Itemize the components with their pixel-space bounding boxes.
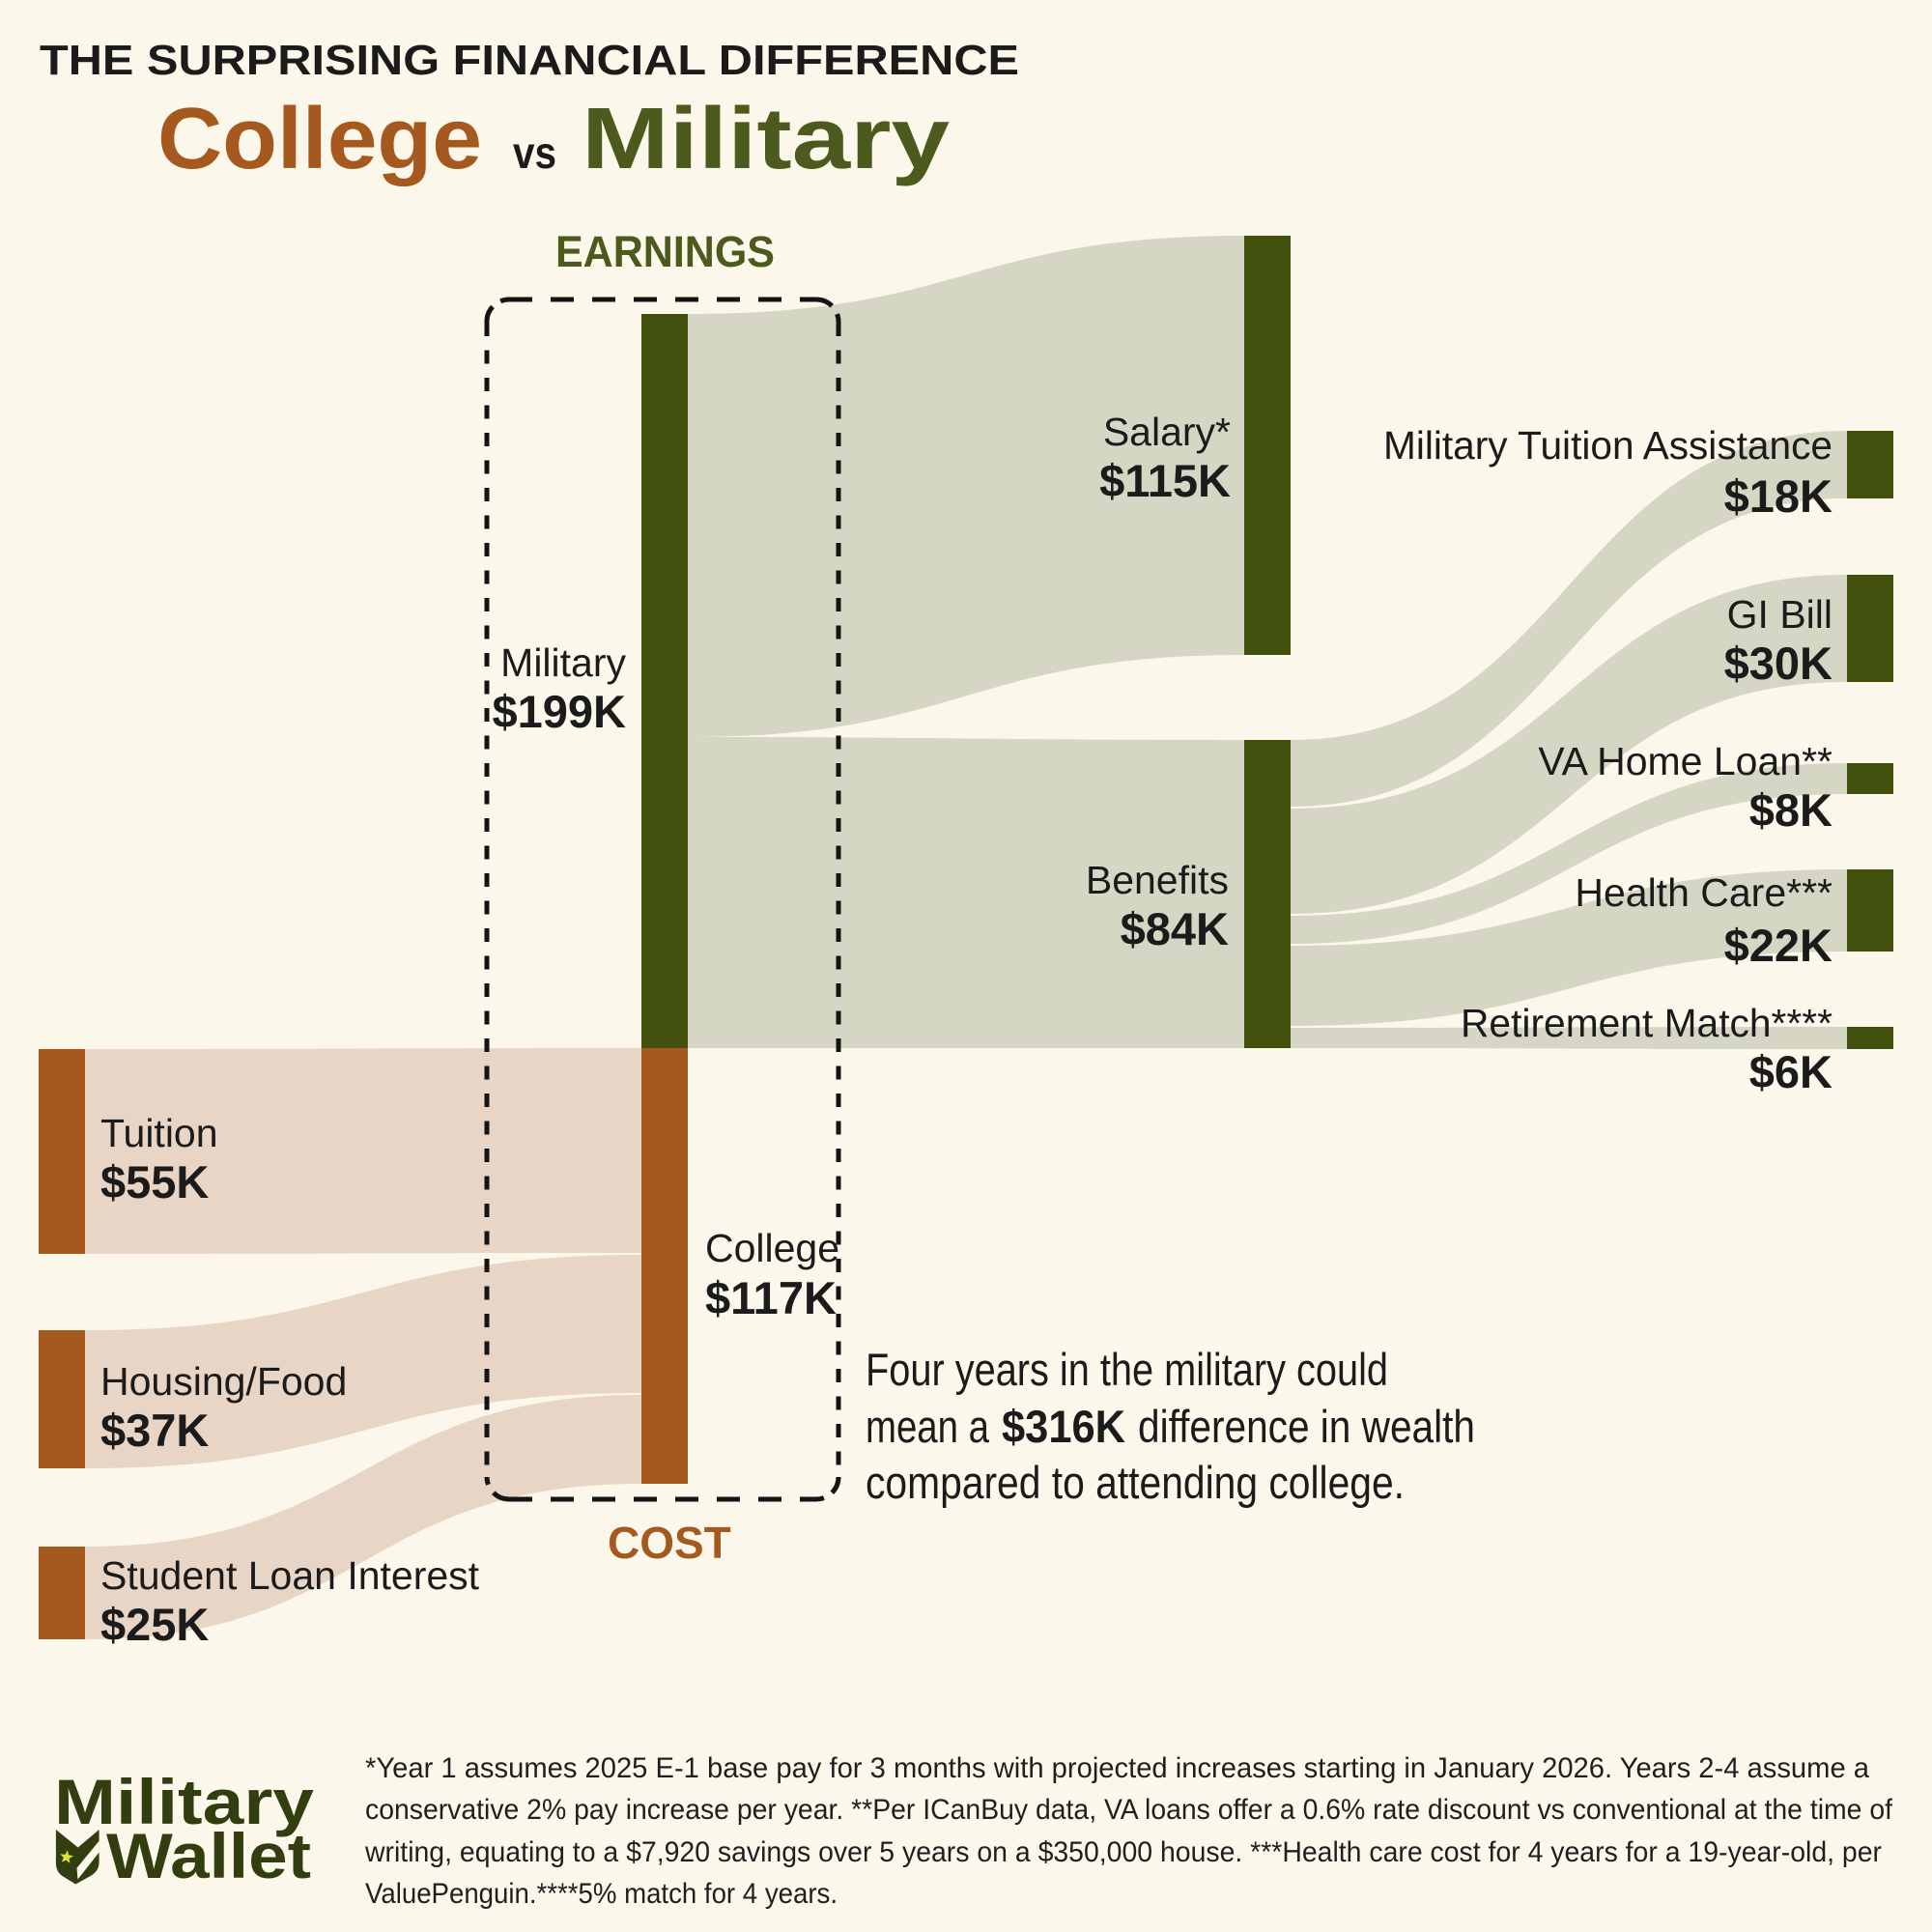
svg-text:compared to attending college.: compared to attending college.: [866, 1457, 1405, 1508]
svg-text:VA Home Loan**: VA Home Loan**: [1538, 739, 1833, 783]
svg-text:Military Tuition Assistance: Military Tuition Assistance: [1383, 423, 1833, 468]
svg-text:$117K: $117K: [705, 1272, 837, 1323]
svg-text:$8K: $8K: [1749, 784, 1833, 836]
svg-text:writing, equating to a $7,920: writing, equating to a $7,920 savings ov…: [364, 1836, 1882, 1868]
svg-text:Wallet: Wallet: [106, 1820, 311, 1891]
svg-text:Retirement Match****: Retirement Match****: [1461, 1001, 1833, 1045]
svg-text:COST: COST: [608, 1518, 731, 1568]
svg-text:$199K: $199K: [493, 686, 627, 737]
svg-text:GI Bill: GI Bill: [1727, 592, 1833, 637]
svg-text:vs: vs: [513, 128, 556, 178]
svg-text:College: College: [157, 91, 482, 187]
svg-text:$37K: $37K: [100, 1405, 209, 1456]
svg-text:$6K: $6K: [1749, 1046, 1833, 1097]
svg-text:$55K: $55K: [100, 1156, 209, 1208]
svg-text:difference in wealth: difference in wealth: [1138, 1401, 1475, 1452]
svg-text:Military: Military: [582, 91, 950, 187]
svg-text:conservative 2% pay increase p: conservative 2% pay increase per year. *…: [365, 1794, 1893, 1826]
svg-text:EARNINGS: EARNINGS: [555, 227, 775, 276]
svg-text:$316K: $316K: [1002, 1401, 1125, 1452]
svg-text:Health Care***: Health Care***: [1575, 870, 1833, 915]
svg-text:$30K: $30K: [1724, 638, 1833, 689]
svg-text:Four years in the military cou: Four years in the military could: [866, 1344, 1388, 1395]
svg-text:Student Loan Interest: Student Loan Interest: [100, 1553, 480, 1598]
svg-text:Salary*: Salary*: [1103, 410, 1231, 454]
svg-text:College: College: [705, 1226, 839, 1270]
svg-text:ValuePenguin.****5% match for: ValuePenguin.****5% match for 4 years.: [365, 1878, 838, 1910]
svg-text:$22K: $22K: [1724, 920, 1833, 971]
svg-text:Housing/Food: Housing/Food: [100, 1359, 347, 1404]
svg-text:*Year 1 assumes 2025 E-1 base: *Year 1 assumes 2025 E-1 base pay for 3 …: [365, 1752, 1869, 1784]
svg-text:$18K: $18K: [1724, 470, 1833, 522]
svg-text:$25K: $25K: [100, 1599, 209, 1650]
svg-text:$115K: $115K: [1099, 455, 1231, 506]
svg-text:Military: Military: [54, 1766, 314, 1837]
svg-text:Military: Military: [500, 640, 626, 685]
svg-text:Benefits: Benefits: [1086, 858, 1229, 902]
svg-text:$84K: $84K: [1121, 903, 1229, 954]
svg-text:mean a: mean a: [866, 1401, 990, 1452]
svg-text:THE SURPRISING FINANCIAL DIFFE: THE SURPRISING FINANCIAL DIFFERENCE: [40, 37, 1019, 84]
svg-text:Tuition: Tuition: [100, 1111, 218, 1155]
